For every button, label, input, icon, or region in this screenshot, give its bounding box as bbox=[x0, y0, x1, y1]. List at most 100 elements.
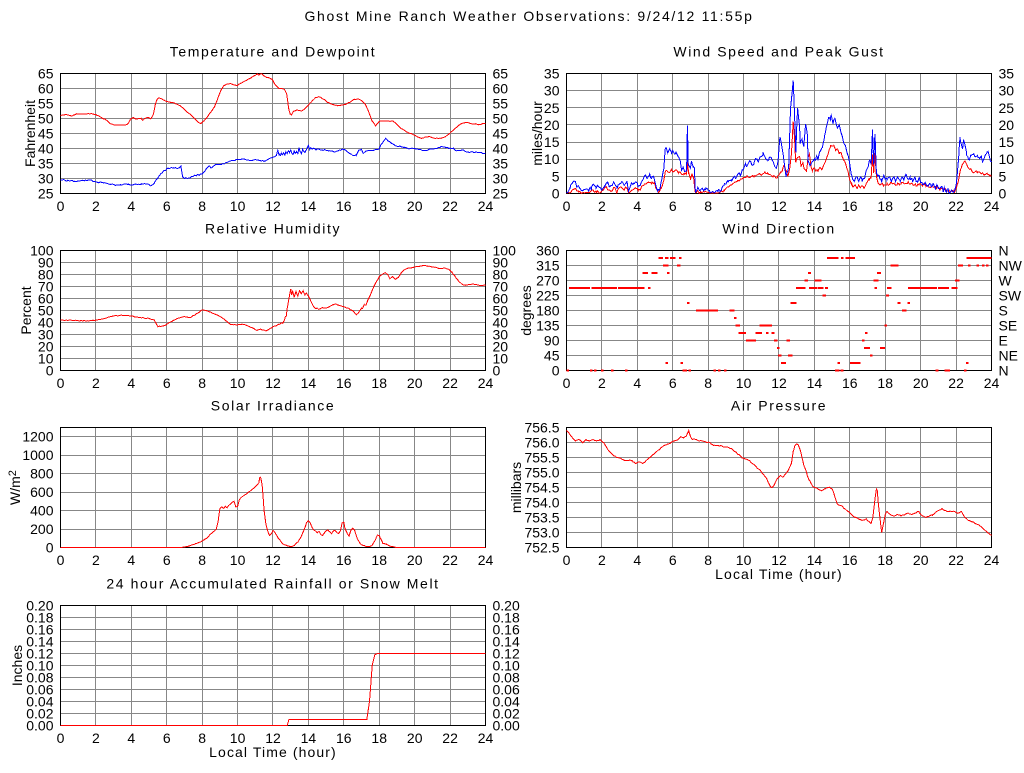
svg-text:0.04: 0.04 bbox=[26, 694, 53, 710]
svg-text:90: 90 bbox=[38, 255, 54, 271]
svg-text:315: 315 bbox=[536, 258, 560, 274]
svg-text:14: 14 bbox=[301, 198, 317, 214]
svg-text:10: 10 bbox=[736, 552, 752, 568]
svg-text:20: 20 bbox=[493, 339, 509, 355]
svg-text:25: 25 bbox=[544, 100, 560, 116]
svg-text:10: 10 bbox=[999, 151, 1015, 167]
svg-text:12: 12 bbox=[771, 375, 787, 391]
svg-text:45: 45 bbox=[544, 348, 560, 364]
svg-text:16: 16 bbox=[842, 375, 858, 391]
svg-text:NW: NW bbox=[999, 258, 1023, 274]
svg-text:SE: SE bbox=[999, 318, 1018, 334]
svg-text:0.00: 0.00 bbox=[26, 718, 53, 734]
svg-text:35: 35 bbox=[544, 66, 560, 82]
svg-text:4: 4 bbox=[633, 198, 641, 214]
svg-text:24: 24 bbox=[984, 375, 1000, 391]
svg-text:753.5: 753.5 bbox=[524, 510, 559, 526]
svg-text:0: 0 bbox=[563, 198, 571, 214]
svg-text:20: 20 bbox=[407, 730, 423, 746]
svg-text:0: 0 bbox=[999, 186, 1007, 202]
svg-text:200: 200 bbox=[30, 521, 54, 537]
svg-text:millibars: millibars bbox=[508, 462, 524, 513]
svg-text:0: 0 bbox=[46, 363, 54, 379]
svg-text:100: 100 bbox=[493, 243, 517, 259]
svg-text:14: 14 bbox=[807, 552, 823, 568]
svg-text:16: 16 bbox=[336, 552, 352, 568]
svg-text:14: 14 bbox=[807, 198, 823, 214]
svg-text:0.16: 0.16 bbox=[26, 622, 53, 638]
svg-text:22: 22 bbox=[948, 375, 964, 391]
svg-text:30: 30 bbox=[999, 83, 1015, 99]
svg-text:0.02: 0.02 bbox=[493, 706, 520, 722]
svg-text:0: 0 bbox=[493, 363, 501, 379]
svg-text:Temperature and Dewpoint: Temperature and Dewpoint bbox=[170, 44, 377, 60]
svg-text:50: 50 bbox=[38, 111, 54, 127]
svg-text:0.08: 0.08 bbox=[493, 670, 520, 686]
svg-text:22: 22 bbox=[442, 552, 458, 568]
svg-text:12: 12 bbox=[265, 375, 281, 391]
svg-text:22: 22 bbox=[948, 198, 964, 214]
svg-text:degrees: degrees bbox=[518, 285, 534, 336]
svg-text:Percent: Percent bbox=[18, 286, 34, 334]
svg-text:10: 10 bbox=[230, 198, 246, 214]
svg-text:1000: 1000 bbox=[22, 447, 53, 463]
svg-text:754.0: 754.0 bbox=[524, 495, 559, 511]
svg-text:50: 50 bbox=[38, 303, 54, 319]
svg-text:16: 16 bbox=[336, 730, 352, 746]
svg-text:Relative Humidity: Relative Humidity bbox=[205, 221, 341, 237]
svg-text:22: 22 bbox=[442, 198, 458, 214]
svg-text:14: 14 bbox=[807, 375, 823, 391]
svg-text:24 hour Accumulated Rainfall o: 24 hour Accumulated Rainfall or Snow Mel… bbox=[106, 576, 439, 592]
svg-text:18: 18 bbox=[371, 198, 387, 214]
svg-text:0.10: 0.10 bbox=[493, 658, 520, 674]
svg-text:4: 4 bbox=[127, 552, 135, 568]
svg-text:5: 5 bbox=[552, 168, 560, 184]
svg-text:8: 8 bbox=[704, 198, 712, 214]
svg-text:35: 35 bbox=[38, 156, 54, 172]
svg-text:0.14: 0.14 bbox=[26, 634, 53, 650]
svg-text:16: 16 bbox=[842, 552, 858, 568]
svg-text:180: 180 bbox=[536, 303, 560, 319]
svg-text:0: 0 bbox=[57, 730, 65, 746]
svg-text:6: 6 bbox=[669, 375, 677, 391]
svg-text:2: 2 bbox=[92, 375, 100, 391]
svg-text:755.0: 755.0 bbox=[524, 465, 559, 481]
svg-text:0.10: 0.10 bbox=[26, 658, 53, 674]
svg-text:Wind Speed and Peak Gust: Wind Speed and Peak Gust bbox=[673, 44, 884, 60]
svg-text:20: 20 bbox=[913, 375, 929, 391]
svg-text:4: 4 bbox=[127, 730, 135, 746]
svg-text:Wind Direction: Wind Direction bbox=[722, 221, 835, 237]
svg-text:Air Pressure: Air Pressure bbox=[731, 398, 827, 414]
svg-text:0: 0 bbox=[563, 375, 571, 391]
svg-text:60: 60 bbox=[493, 291, 509, 307]
svg-text:2: 2 bbox=[92, 552, 100, 568]
svg-text:W/m2: W/m2 bbox=[7, 470, 23, 505]
svg-text:756.0: 756.0 bbox=[524, 435, 559, 451]
svg-text:0.20: 0.20 bbox=[26, 598, 53, 614]
svg-text:30: 30 bbox=[493, 171, 509, 187]
svg-text:6: 6 bbox=[163, 375, 171, 391]
svg-text:24: 24 bbox=[478, 198, 494, 214]
svg-text:0: 0 bbox=[563, 552, 571, 568]
svg-text:30: 30 bbox=[493, 327, 509, 343]
svg-text:2: 2 bbox=[598, 375, 606, 391]
svg-text:80: 80 bbox=[38, 267, 54, 283]
svg-text:0.08: 0.08 bbox=[26, 670, 53, 686]
svg-text:18: 18 bbox=[371, 552, 387, 568]
svg-text:12: 12 bbox=[771, 552, 787, 568]
svg-text:0: 0 bbox=[57, 198, 65, 214]
svg-text:24: 24 bbox=[478, 552, 494, 568]
svg-text:80: 80 bbox=[493, 267, 509, 283]
svg-text:8: 8 bbox=[198, 552, 206, 568]
svg-text:22: 22 bbox=[442, 375, 458, 391]
svg-text:60: 60 bbox=[38, 81, 54, 97]
svg-text:40: 40 bbox=[38, 141, 54, 157]
svg-text:2: 2 bbox=[598, 198, 606, 214]
svg-text:6: 6 bbox=[669, 198, 677, 214]
svg-text:20: 20 bbox=[913, 198, 929, 214]
svg-text:18: 18 bbox=[371, 730, 387, 746]
svg-text:20: 20 bbox=[38, 339, 54, 355]
svg-text:24: 24 bbox=[478, 375, 494, 391]
svg-text:6: 6 bbox=[669, 552, 677, 568]
svg-text:0.12: 0.12 bbox=[26, 646, 53, 662]
